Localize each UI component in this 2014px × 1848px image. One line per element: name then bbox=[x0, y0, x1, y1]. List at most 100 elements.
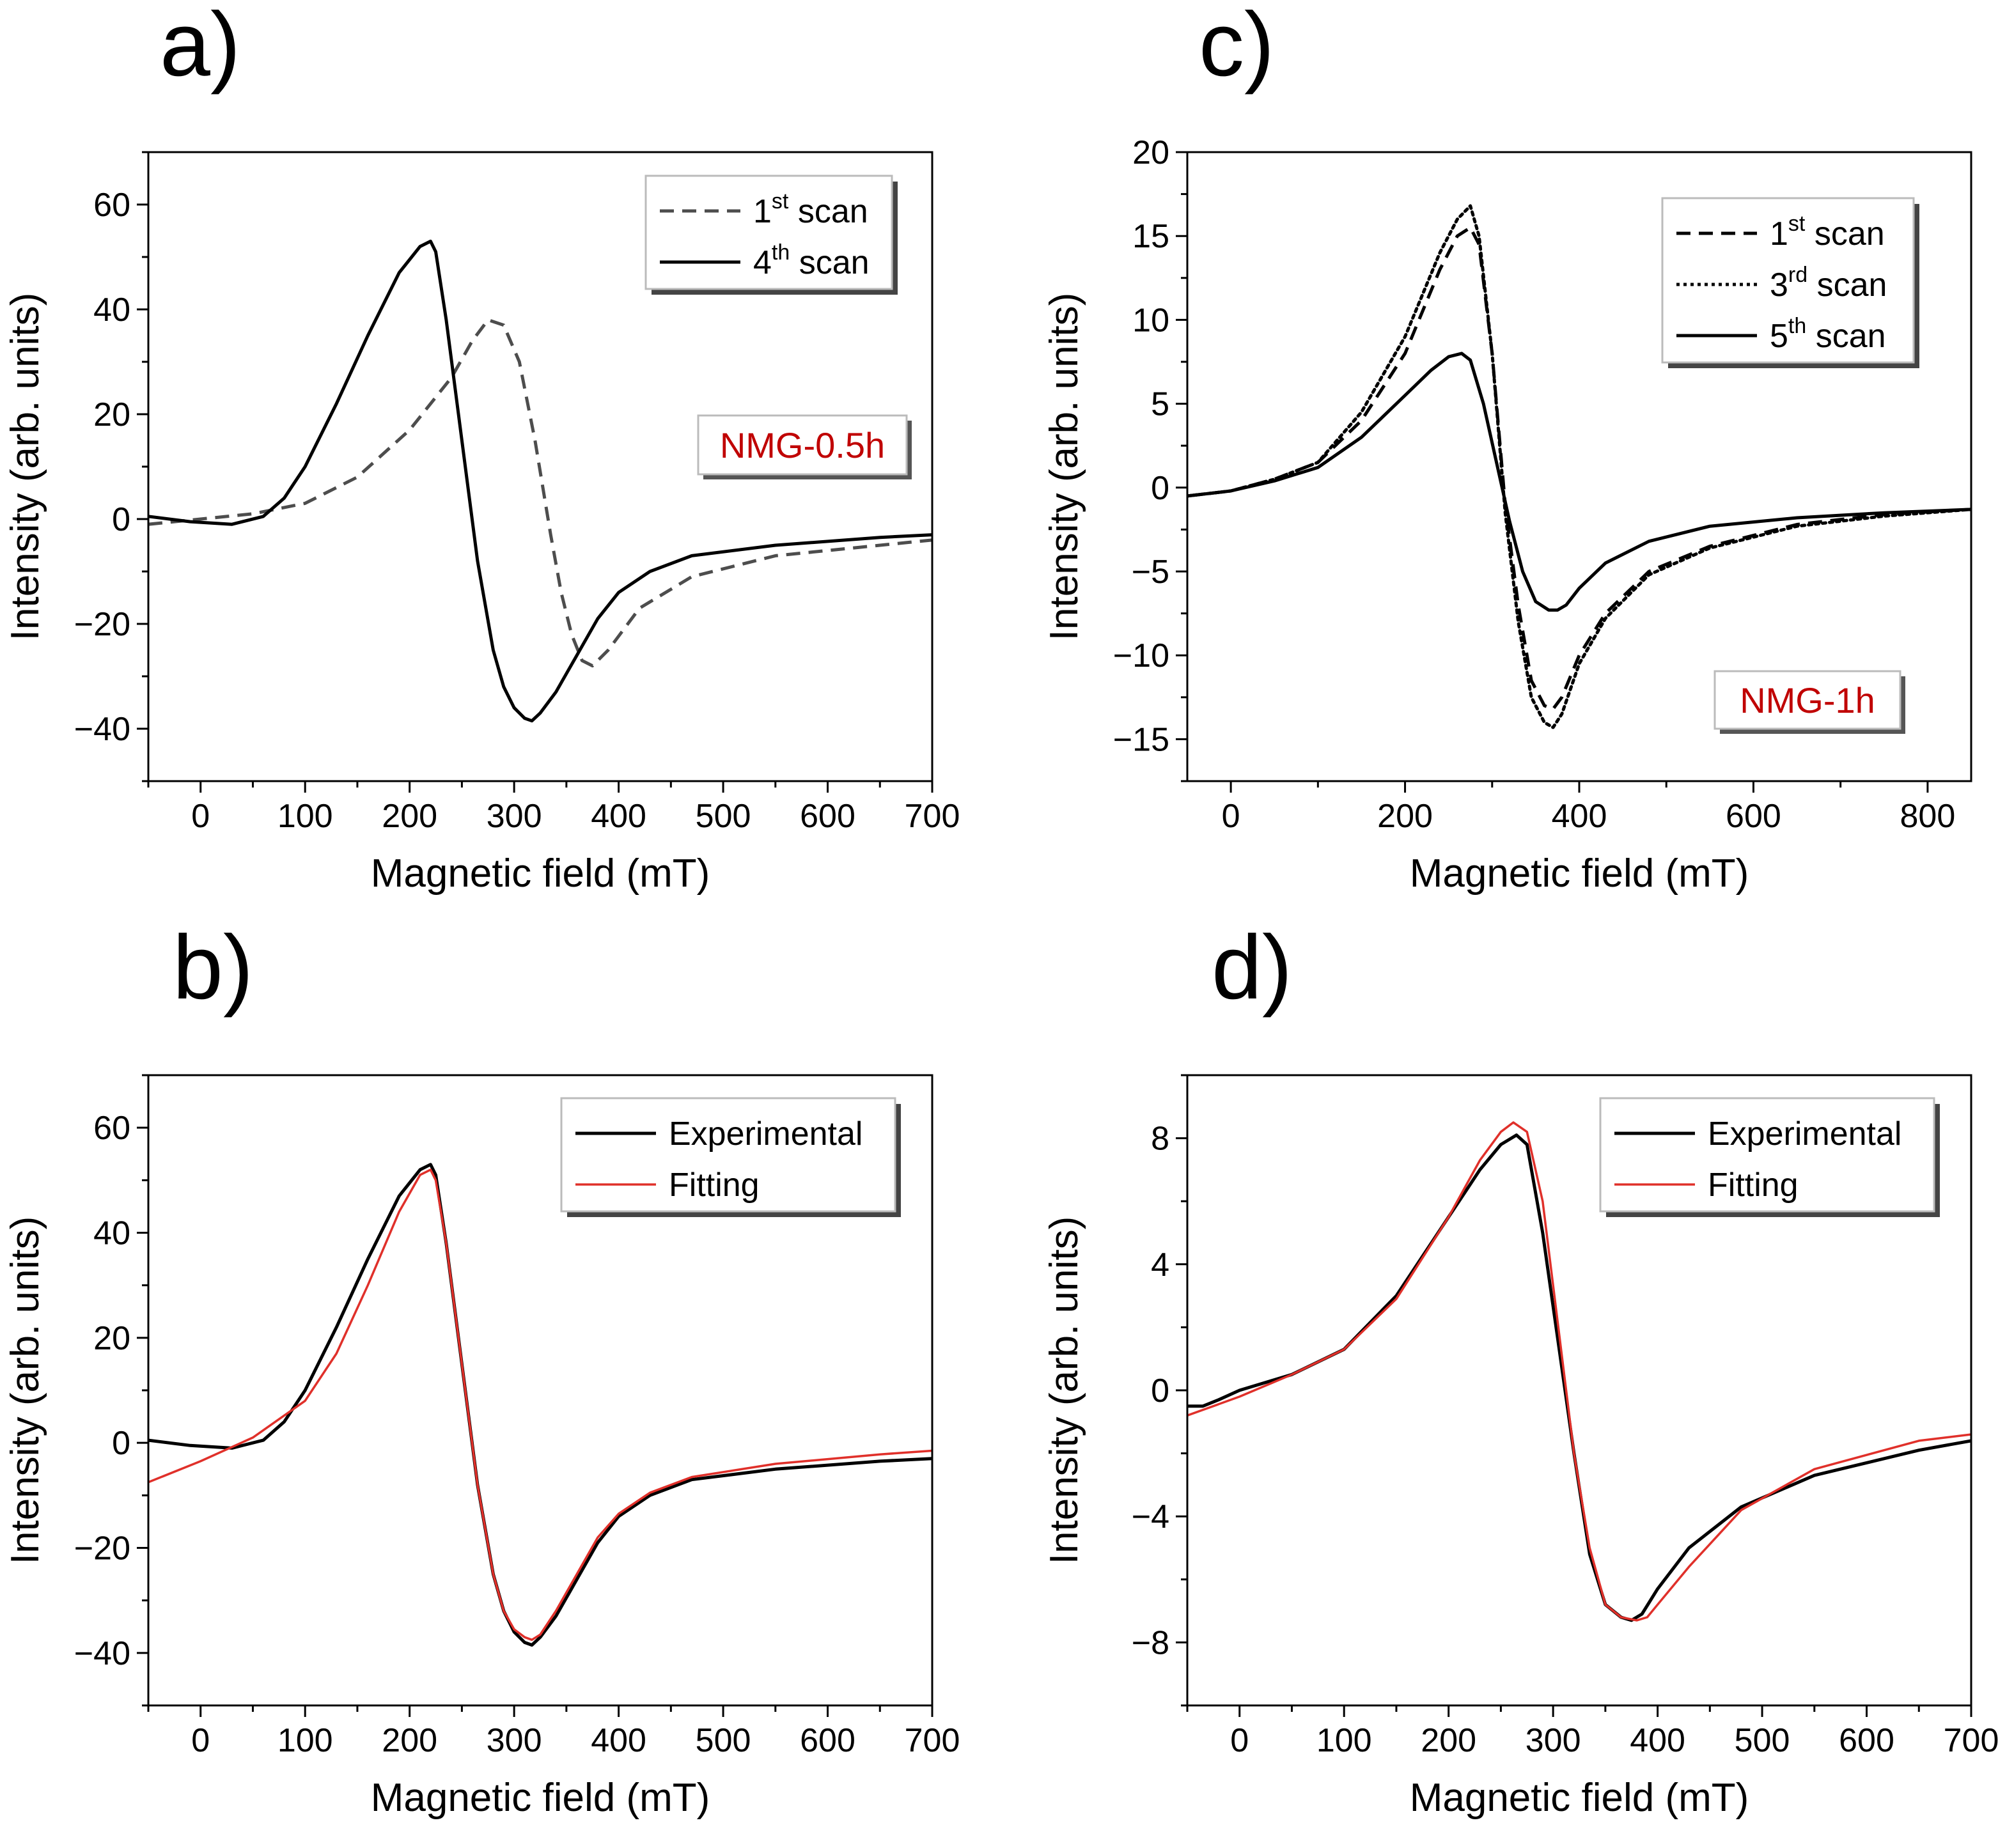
y-tick-label: −40 bbox=[74, 711, 130, 748]
panel-letter: c) bbox=[1199, 0, 1274, 95]
x-axis-title: Magnetic field (mT) bbox=[1410, 851, 1749, 896]
x-tick-label: 0 bbox=[191, 798, 210, 835]
x-tick-label: 700 bbox=[905, 1722, 960, 1759]
legend-box bbox=[644, 175, 893, 290]
legend-entry-sup: st bbox=[772, 189, 789, 214]
series-line-1 bbox=[148, 1169, 932, 1642]
x-tick-label: 400 bbox=[591, 1722, 646, 1759]
y-tick-label: 20 bbox=[93, 396, 130, 433]
y-tick-label: 60 bbox=[93, 187, 130, 224]
legend-entry-0: 1st scan bbox=[1770, 212, 1885, 252]
y-tick-label: 4 bbox=[1151, 1246, 1169, 1284]
x-tick-label: 700 bbox=[1944, 1722, 1999, 1759]
y-tick-label: −4 bbox=[1132, 1498, 1169, 1535]
y-tick-label: −40 bbox=[74, 1635, 130, 1672]
x-tick-label: 600 bbox=[1839, 1722, 1894, 1759]
legend-entry-main: Experimental bbox=[1708, 1115, 1901, 1153]
series-line-2 bbox=[1187, 352, 1971, 612]
legend-entry-tail: scan bbox=[1806, 318, 1885, 355]
x-axis-title: Magnetic field (mT) bbox=[1410, 1776, 1749, 1820]
legend-entry-tail: scan bbox=[790, 244, 869, 281]
x-tick-label: 400 bbox=[591, 798, 646, 835]
y-axis-title: Intensity (arb. units) bbox=[3, 1216, 47, 1564]
x-tick-label: 0 bbox=[191, 1722, 210, 1759]
legend-entry-main: Fitting bbox=[1708, 1167, 1799, 1204]
series-group bbox=[1187, 1121, 1971, 1622]
x-tick-label: 100 bbox=[1316, 1722, 1372, 1759]
x-axis-title: Magnetic field (mT) bbox=[371, 1776, 710, 1820]
sample-label: NMG-0.5h bbox=[697, 414, 912, 479]
panel-a-chart: a) 0 100 200 300 400 500 600 700 −40 −20 0 20 40 60 Mag… bbox=[3, 0, 960, 896]
legend-entry-0: 1st scan bbox=[753, 189, 868, 230]
x-tick-label: 200 bbox=[382, 1722, 437, 1759]
legend-entry-1: Fitting bbox=[1708, 1167, 1799, 1204]
y-tick-label: 40 bbox=[93, 1215, 130, 1252]
y-tick-label: −10 bbox=[1113, 637, 1169, 674]
legend-entry-sup: th bbox=[1788, 314, 1806, 338]
legend-entry-main: Experimental bbox=[669, 1115, 863, 1153]
series-group bbox=[148, 1163, 932, 1647]
x-tick-label: 200 bbox=[1421, 1722, 1476, 1759]
legend-entry-sup: rd bbox=[1788, 263, 1807, 287]
x-tick-label: 100 bbox=[277, 1722, 333, 1759]
x-tick-label: 700 bbox=[905, 798, 960, 835]
x-tick-label: 300 bbox=[487, 798, 542, 835]
y-tick-label: 0 bbox=[1151, 1372, 1169, 1409]
sample-label-box bbox=[697, 414, 908, 476]
y-tick-label: 10 bbox=[1132, 302, 1169, 339]
x-tick-label: 800 bbox=[1900, 798, 1956, 835]
y-tick-label: 0 bbox=[1151, 470, 1169, 507]
x-tick-label: 0 bbox=[1230, 1722, 1249, 1759]
x-tick-label: 400 bbox=[1630, 1722, 1685, 1759]
series-line-1 bbox=[148, 239, 932, 723]
y-axis-title: Intensity (arb. units) bbox=[1042, 293, 1086, 641]
legend-entry-main: 5 bbox=[1770, 318, 1788, 355]
legend-entry-main: 1 bbox=[753, 193, 772, 230]
legend: Experimental Fitting bbox=[560, 1097, 901, 1217]
y-tick-label: 20 bbox=[93, 1320, 130, 1357]
y-tick-label: 60 bbox=[93, 1110, 130, 1147]
legend-entry-1: Fitting bbox=[669, 1167, 760, 1204]
x-axis-title: Magnetic field (mT) bbox=[371, 851, 710, 896]
legend-entry-tail: scan bbox=[1805, 215, 1884, 252]
sample-label: NMG-1h bbox=[1713, 670, 1905, 734]
legend-entry-tail: scan bbox=[788, 193, 868, 230]
panel-b-chart: b) 0 100 200 300 400 500 600 700 −40 −20 0 20 40 60 Mag… bbox=[3, 917, 960, 1820]
x-tick-label: 200 bbox=[382, 798, 437, 835]
x-tick-label: 100 bbox=[277, 798, 333, 835]
legend-entry-0: Experimental bbox=[669, 1115, 863, 1153]
series-group bbox=[148, 239, 932, 723]
y-tick-label: 0 bbox=[112, 501, 130, 538]
y-tick-label: −8 bbox=[1132, 1624, 1169, 1661]
x-tick-label: 300 bbox=[1526, 1722, 1581, 1759]
legend-entry-sup: th bbox=[772, 240, 790, 265]
x-tick-label: 400 bbox=[1552, 798, 1607, 835]
x-tick-label: 600 bbox=[800, 1722, 855, 1759]
legend-entry-main: Fitting bbox=[669, 1167, 760, 1204]
x-tick-label: 500 bbox=[696, 798, 751, 835]
y-axis-title: Intensity (arb. units) bbox=[1042, 1216, 1086, 1564]
series-line-0 bbox=[148, 318, 932, 668]
x-tick-label: 200 bbox=[1377, 798, 1433, 835]
x-tick-label: 600 bbox=[800, 798, 855, 835]
legend-entry-0: Experimental bbox=[1708, 1115, 1901, 1153]
sample-label-box bbox=[1713, 670, 1901, 730]
y-tick-label: −5 bbox=[1132, 554, 1169, 591]
panel-c-chart: c)0 200 400 600 800−15−10−505101520Magnetic … bbox=[1042, 0, 1972, 896]
x-tick-label: 500 bbox=[1735, 1722, 1790, 1759]
legend-entry-2: 5th scan bbox=[1770, 314, 1886, 355]
y-tick-label: 40 bbox=[93, 291, 130, 329]
panel-letter: a) bbox=[160, 0, 240, 95]
legend-entry-main: 4 bbox=[753, 244, 772, 281]
legend-box bbox=[1599, 1097, 1935, 1213]
x-tick-label: 300 bbox=[487, 1722, 542, 1759]
series-line-1 bbox=[1187, 1121, 1971, 1622]
y-tick-label: −20 bbox=[74, 1530, 130, 1567]
legend-entry-1: 3rd scan bbox=[1770, 263, 1887, 304]
legend-entry-main: 1 bbox=[1770, 215, 1788, 252]
legend: Experimental Fitting bbox=[1599, 1097, 1940, 1217]
y-tick-label: 20 bbox=[1132, 134, 1169, 171]
y-tick-label: 8 bbox=[1151, 1121, 1169, 1158]
y-tick-label: 0 bbox=[112, 1425, 130, 1462]
